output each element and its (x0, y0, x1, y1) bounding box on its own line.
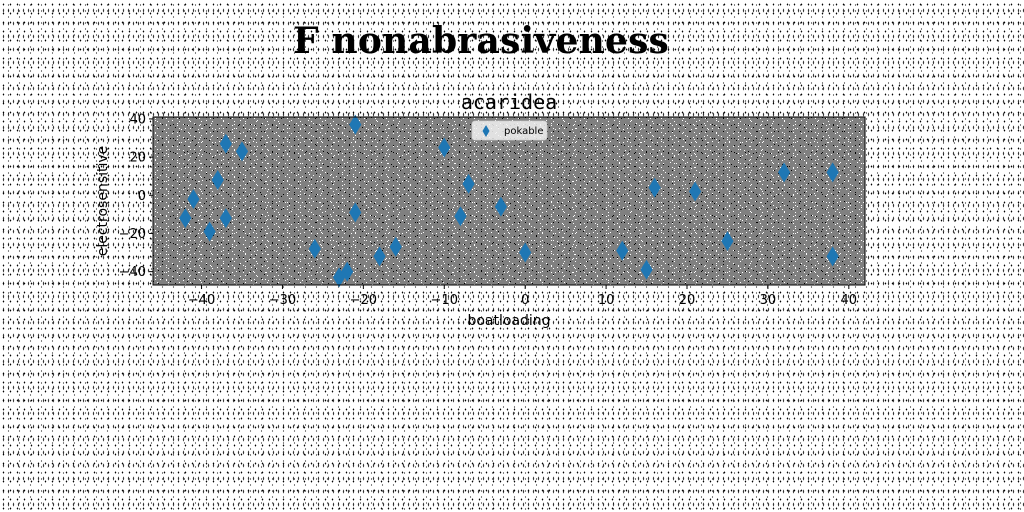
data-point (454, 206, 467, 227)
data-point (235, 141, 249, 162)
data-point (826, 162, 839, 183)
legend: pokable (471, 120, 548, 141)
y-tick-label: 40 (129, 112, 146, 127)
y-tick-label: −20 (119, 227, 146, 242)
data-point (648, 177, 661, 198)
y-axis-label: electrosensitive (95, 146, 111, 257)
data-point (341, 261, 354, 282)
plot-area-noise-2 (153, 117, 865, 285)
x-axis-label: boatloading (467, 313, 550, 329)
data-point (333, 267, 346, 288)
data-point (438, 137, 451, 158)
data-point (179, 208, 192, 229)
data-point (373, 246, 386, 267)
data-point (349, 202, 362, 223)
data-point (689, 181, 702, 202)
y-tick-label: 20 (129, 151, 146, 166)
data-point (640, 259, 653, 280)
y-tick-label: 0 (138, 189, 146, 204)
data-point (462, 173, 475, 194)
x-tick-label: −30 (269, 293, 296, 308)
data-point (308, 238, 321, 259)
y-axis: −40 −20 0 20 40 (119, 112, 153, 280)
data-point (203, 221, 216, 242)
data-point (519, 242, 532, 263)
data-point (187, 189, 200, 210)
x-tick-label: 30 (760, 293, 777, 308)
data-point (616, 240, 629, 261)
legend-label: pokable (504, 126, 544, 137)
x-tick-label: 0 (521, 293, 529, 308)
figure-suptitle: F nonabrasiveness (292, 20, 670, 62)
data-point (778, 162, 791, 183)
plot-frame (152, 116, 866, 286)
data-point (826, 246, 839, 267)
legend-marker-icon (482, 125, 490, 137)
x-tick-label: −40 (188, 293, 215, 308)
x-tick-label: −20 (350, 293, 377, 308)
data-point (494, 196, 507, 217)
y-tick-label: −40 (119, 265, 146, 280)
data-point (211, 170, 224, 190)
x-tick-label: −10 (431, 293, 458, 308)
data-point (219, 133, 232, 154)
legend-box (471, 120, 548, 141)
x-tick-label: 10 (598, 293, 615, 308)
x-axis: −40 −30 −20 −10 0 10 20 30 40 (188, 285, 857, 308)
x-tick-label: 20 (679, 293, 696, 308)
x-tick-label: 40 (841, 293, 858, 308)
chart-title: acaridea (461, 90, 557, 114)
data-point (349, 114, 362, 135)
data-points (179, 114, 839, 288)
data-point (219, 208, 232, 229)
data-point (389, 236, 402, 257)
data-point (721, 231, 734, 252)
